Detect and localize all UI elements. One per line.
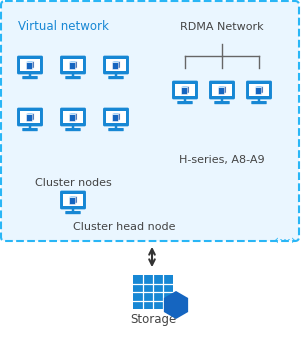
FancyBboxPatch shape bbox=[63, 194, 83, 206]
FancyBboxPatch shape bbox=[60, 108, 86, 126]
Text: Cluster nodes: Cluster nodes bbox=[35, 178, 111, 188]
Polygon shape bbox=[75, 61, 77, 69]
FancyBboxPatch shape bbox=[214, 101, 230, 104]
FancyBboxPatch shape bbox=[103, 56, 129, 74]
Polygon shape bbox=[75, 113, 77, 121]
Polygon shape bbox=[218, 87, 224, 94]
FancyBboxPatch shape bbox=[65, 76, 81, 79]
FancyBboxPatch shape bbox=[106, 59, 126, 71]
Polygon shape bbox=[32, 113, 34, 121]
FancyBboxPatch shape bbox=[103, 108, 129, 126]
Polygon shape bbox=[26, 63, 32, 69]
Polygon shape bbox=[112, 61, 120, 63]
FancyBboxPatch shape bbox=[177, 101, 193, 104]
Polygon shape bbox=[118, 61, 120, 69]
Text: RDMA Network: RDMA Network bbox=[180, 22, 264, 32]
FancyBboxPatch shape bbox=[20, 59, 40, 71]
Polygon shape bbox=[69, 198, 75, 204]
Polygon shape bbox=[112, 63, 118, 69]
FancyBboxPatch shape bbox=[172, 81, 198, 99]
Polygon shape bbox=[255, 87, 261, 94]
Polygon shape bbox=[118, 113, 120, 121]
Polygon shape bbox=[69, 114, 75, 121]
Polygon shape bbox=[69, 63, 75, 69]
Text: ‹···›: ‹···› bbox=[274, 234, 296, 246]
Text: Storage: Storage bbox=[130, 313, 176, 326]
Polygon shape bbox=[26, 61, 34, 63]
FancyBboxPatch shape bbox=[65, 211, 81, 214]
Polygon shape bbox=[112, 113, 120, 114]
Text: Cluster head node: Cluster head node bbox=[73, 222, 175, 232]
FancyBboxPatch shape bbox=[108, 128, 124, 131]
FancyBboxPatch shape bbox=[251, 101, 267, 104]
FancyBboxPatch shape bbox=[1, 1, 299, 241]
FancyBboxPatch shape bbox=[60, 56, 86, 74]
Polygon shape bbox=[181, 87, 187, 94]
Polygon shape bbox=[218, 86, 226, 87]
Polygon shape bbox=[255, 86, 263, 87]
Polygon shape bbox=[32, 61, 34, 69]
Polygon shape bbox=[75, 196, 77, 204]
FancyBboxPatch shape bbox=[22, 76, 38, 79]
FancyBboxPatch shape bbox=[17, 56, 43, 74]
Text: H-series, A8-A9: H-series, A8-A9 bbox=[179, 155, 265, 165]
FancyBboxPatch shape bbox=[22, 128, 38, 131]
Polygon shape bbox=[187, 86, 189, 94]
FancyBboxPatch shape bbox=[246, 81, 272, 99]
FancyBboxPatch shape bbox=[106, 111, 126, 123]
Polygon shape bbox=[69, 113, 77, 114]
Polygon shape bbox=[181, 86, 189, 87]
FancyBboxPatch shape bbox=[212, 84, 232, 96]
Polygon shape bbox=[69, 61, 77, 63]
Text: Virtual network: Virtual network bbox=[18, 20, 109, 33]
Polygon shape bbox=[69, 196, 77, 198]
FancyBboxPatch shape bbox=[133, 275, 173, 309]
Polygon shape bbox=[112, 114, 118, 121]
FancyBboxPatch shape bbox=[249, 84, 269, 96]
FancyBboxPatch shape bbox=[20, 111, 40, 123]
Polygon shape bbox=[26, 114, 32, 121]
Polygon shape bbox=[26, 113, 34, 114]
FancyBboxPatch shape bbox=[63, 111, 83, 123]
Polygon shape bbox=[261, 86, 263, 94]
FancyBboxPatch shape bbox=[108, 76, 124, 79]
FancyBboxPatch shape bbox=[175, 84, 195, 96]
Polygon shape bbox=[164, 291, 188, 319]
FancyBboxPatch shape bbox=[65, 128, 81, 131]
FancyBboxPatch shape bbox=[209, 81, 235, 99]
FancyBboxPatch shape bbox=[60, 191, 86, 209]
FancyBboxPatch shape bbox=[63, 59, 83, 71]
FancyBboxPatch shape bbox=[17, 108, 43, 126]
Polygon shape bbox=[224, 86, 226, 94]
